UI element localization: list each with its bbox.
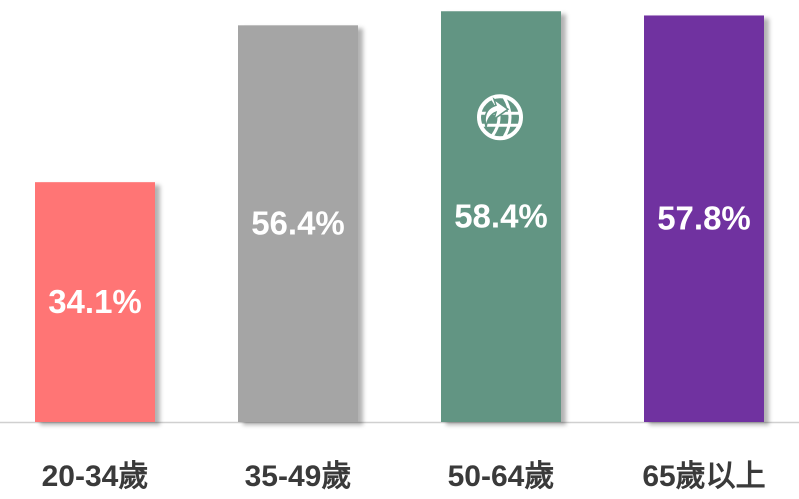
icon-globe — [477, 94, 523, 141]
value-label: 58.4% — [454, 197, 548, 234]
value-label: 56.4% — [251, 204, 345, 241]
bar — [644, 15, 764, 423]
value-label: 34.1% — [48, 283, 142, 320]
icon-lines — [480, 96, 520, 139]
bar — [441, 11, 561, 423]
bar — [238, 25, 358, 422]
x-tick-label: 35-49歲 — [245, 460, 352, 493]
x-tick-label: 20-34歲 — [42, 460, 149, 493]
x-tick-label: 50-64歲 — [448, 460, 555, 493]
x-tick-label: 65歲以上 — [642, 460, 765, 493]
value-label: 57.8% — [657, 199, 751, 236]
icon-arrow — [484, 97, 510, 128]
bar — [35, 182, 155, 422]
icon — [477, 94, 523, 141]
